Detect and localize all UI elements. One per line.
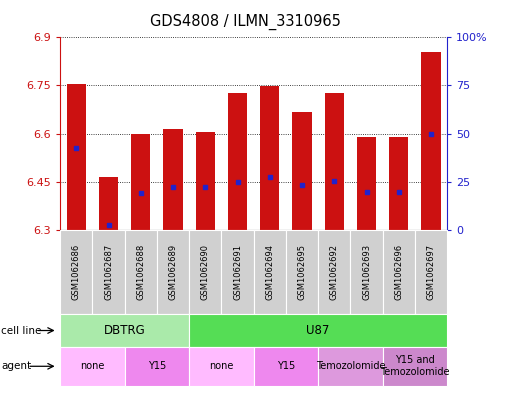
Text: Temozolomide: Temozolomide <box>316 361 385 371</box>
Bar <box>357 137 376 230</box>
Text: none: none <box>80 361 105 371</box>
Bar <box>163 129 183 230</box>
Bar <box>196 132 215 230</box>
Text: U87: U87 <box>306 324 330 337</box>
Text: GSM1062686: GSM1062686 <box>72 244 81 300</box>
Text: DBTRG: DBTRG <box>104 324 145 337</box>
Bar <box>325 92 344 230</box>
Text: GSM1062691: GSM1062691 <box>233 244 242 300</box>
Text: GSM1062693: GSM1062693 <box>362 244 371 300</box>
Text: cell line: cell line <box>1 325 41 336</box>
Text: GSM1062690: GSM1062690 <box>201 244 210 300</box>
Text: GSM1062689: GSM1062689 <box>168 244 177 300</box>
Bar <box>292 112 312 230</box>
Text: Y15 and
Temozolomide: Y15 and Temozolomide <box>380 356 450 377</box>
Text: GSM1062695: GSM1062695 <box>298 244 306 300</box>
Text: GSM1062692: GSM1062692 <box>330 244 339 300</box>
Text: Y15: Y15 <box>277 361 295 371</box>
Bar <box>131 134 151 230</box>
Text: GDS4808 / ILMN_3310965: GDS4808 / ILMN_3310965 <box>151 14 341 30</box>
Bar <box>66 84 86 230</box>
Bar <box>422 52 441 230</box>
Text: agent: agent <box>1 361 31 371</box>
Bar <box>99 177 118 230</box>
Text: none: none <box>209 361 234 371</box>
Bar <box>389 137 408 230</box>
Text: GSM1062687: GSM1062687 <box>104 244 113 300</box>
Text: GSM1062697: GSM1062697 <box>427 244 436 300</box>
Text: GSM1062696: GSM1062696 <box>394 244 403 300</box>
Text: Y15: Y15 <box>148 361 166 371</box>
Text: GSM1062688: GSM1062688 <box>137 244 145 300</box>
Bar <box>228 92 247 230</box>
Bar <box>260 86 279 230</box>
Text: GSM1062694: GSM1062694 <box>265 244 274 300</box>
